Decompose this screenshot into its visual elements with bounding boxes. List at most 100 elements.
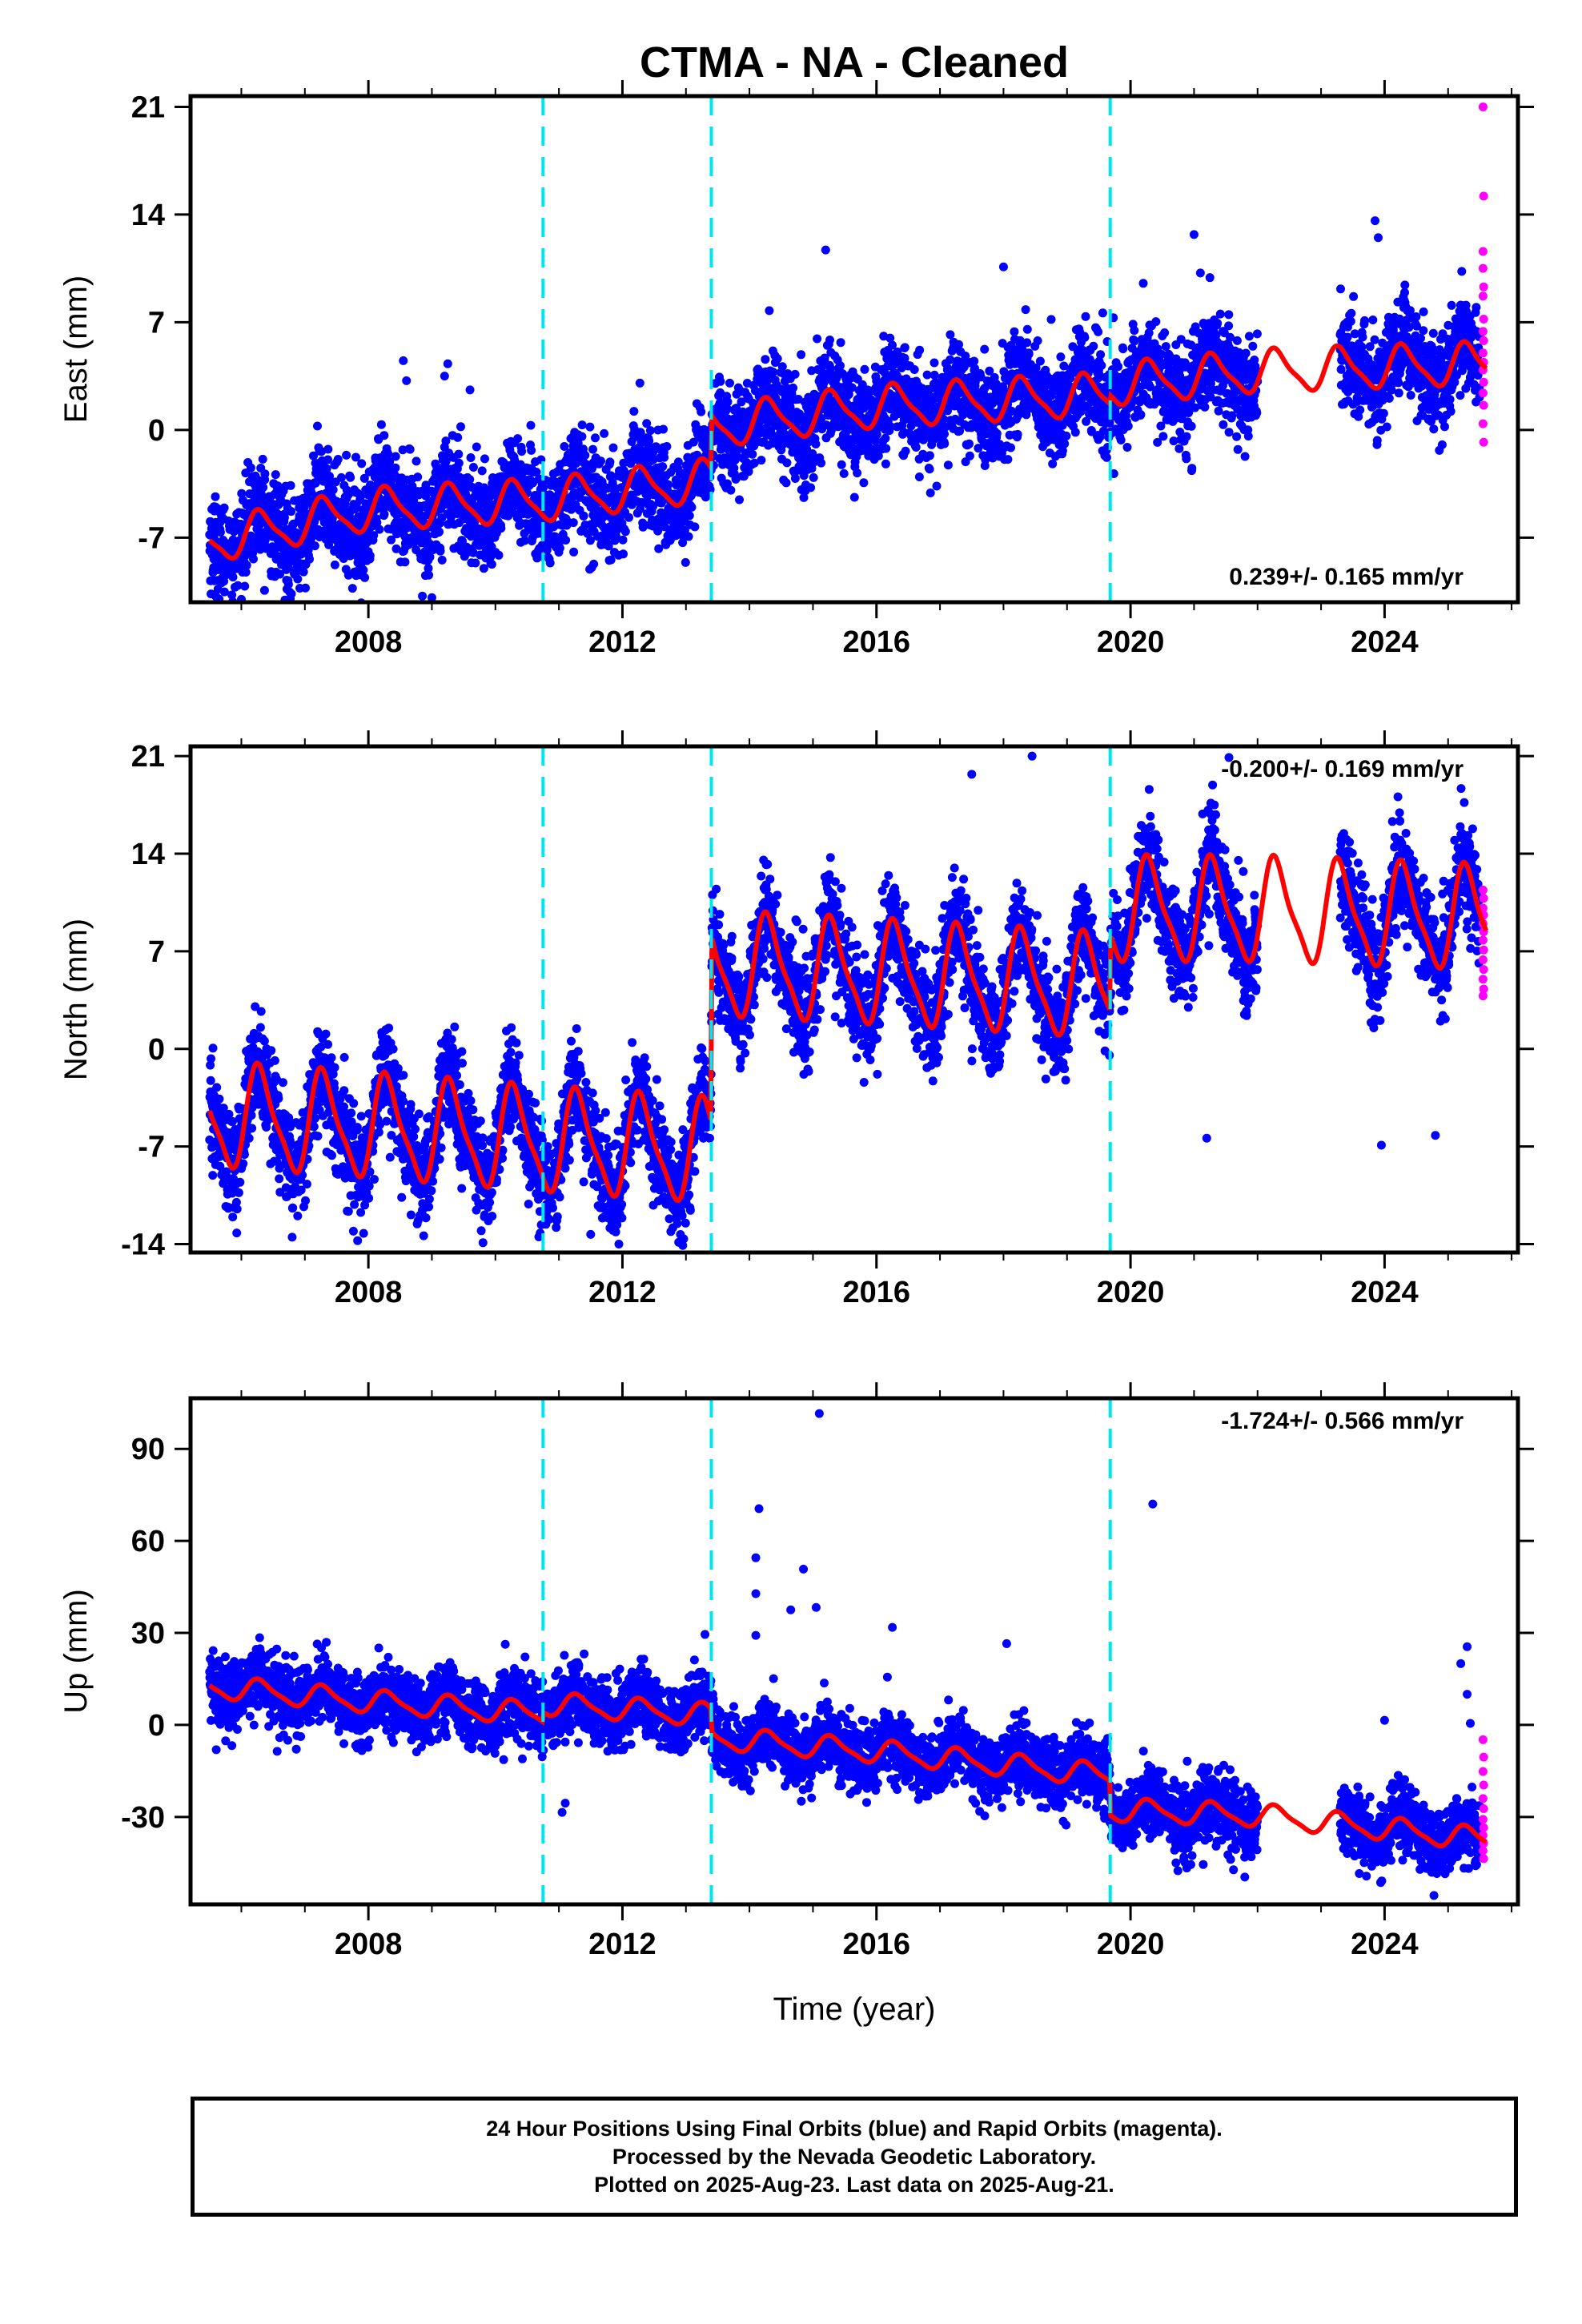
data-point — [465, 475, 475, 485]
data-point — [293, 574, 303, 584]
data-point — [1138, 279, 1148, 288]
data-point — [690, 522, 700, 532]
data-point — [383, 449, 393, 459]
data-point — [757, 456, 766, 465]
data-point — [453, 432, 463, 442]
data-point — [287, 507, 296, 517]
data-point — [600, 428, 609, 438]
data-point — [1186, 421, 1196, 431]
data-point — [886, 422, 895, 432]
data-point — [1243, 432, 1253, 441]
data-point — [1022, 324, 1032, 334]
data-point — [279, 513, 289, 522]
data-point — [479, 564, 488, 573]
data-point — [620, 527, 630, 537]
data-point — [806, 483, 816, 493]
data-point — [1116, 436, 1126, 444]
data-point — [231, 605, 240, 613]
data-point — [424, 564, 433, 573]
data-point — [839, 468, 849, 478]
data-point — [1215, 309, 1225, 319]
data-point — [569, 547, 579, 557]
data-point — [313, 421, 322, 431]
data-point — [1252, 408, 1262, 417]
data-point — [697, 407, 706, 416]
data-point — [925, 464, 934, 474]
data-point — [532, 468, 541, 476]
data-point — [241, 568, 251, 577]
data-point — [1130, 326, 1139, 336]
data-point — [1035, 356, 1045, 366]
data-point — [673, 457, 683, 467]
data-point — [246, 463, 255, 472]
data-point — [777, 362, 787, 372]
data-point — [1102, 452, 1111, 462]
data-point — [441, 436, 451, 446]
data-point — [1048, 459, 1058, 468]
data-point — [1240, 452, 1250, 461]
data-point — [387, 535, 396, 545]
data-point — [635, 378, 644, 388]
data-point — [437, 555, 447, 565]
data-point — [687, 502, 697, 512]
data-point — [924, 385, 934, 395]
data-point — [797, 350, 806, 360]
data-point — [678, 538, 688, 548]
data-point — [513, 434, 523, 444]
data-point — [873, 451, 883, 460]
data-point — [379, 509, 389, 519]
data-point — [441, 456, 451, 466]
data-point — [579, 511, 588, 521]
data-point — [1094, 327, 1103, 336]
data-point — [1241, 348, 1251, 358]
data-point — [454, 458, 464, 468]
data-point — [323, 444, 333, 454]
data-point — [1096, 350, 1106, 360]
data-point — [283, 580, 293, 589]
data-point — [1187, 464, 1197, 473]
data-point — [323, 455, 332, 464]
data-point — [400, 557, 410, 567]
data-point — [347, 584, 357, 593]
data-point — [881, 459, 890, 468]
data-point — [275, 569, 284, 579]
data-point — [809, 472, 818, 482]
data-point — [1033, 336, 1042, 345]
data-point — [1358, 332, 1367, 342]
data-point — [1370, 335, 1379, 344]
data-point — [351, 452, 360, 462]
data-point — [1013, 429, 1022, 439]
data-point — [211, 492, 220, 501]
data-point — [1347, 308, 1356, 318]
data-point — [1349, 292, 1359, 301]
data-point — [545, 558, 555, 568]
data-point — [1224, 310, 1234, 320]
data-point — [765, 306, 774, 316]
data-point — [681, 557, 690, 567]
data-point — [932, 481, 942, 491]
data-point — [271, 470, 280, 480]
data-point — [1122, 443, 1132, 452]
data-point — [375, 525, 384, 534]
data-point — [405, 444, 415, 454]
data-point — [737, 397, 746, 407]
data-point — [900, 343, 909, 352]
data-point — [527, 445, 536, 455]
data-point — [1200, 402, 1210, 412]
data-point — [644, 436, 654, 445]
data-point — [1118, 344, 1128, 354]
data-point — [496, 524, 506, 533]
data-point — [456, 422, 465, 432]
data-point — [233, 581, 243, 590]
data-point — [726, 485, 736, 495]
data-point — [825, 336, 834, 344]
data-point — [1003, 455, 1013, 464]
data-point — [1158, 432, 1168, 441]
data-point — [215, 528, 225, 537]
data-point — [561, 536, 571, 545]
data-point — [911, 443, 921, 452]
data-point — [761, 355, 770, 364]
data-point — [470, 518, 479, 527]
data-point — [606, 555, 616, 565]
data-point — [748, 449, 757, 459]
